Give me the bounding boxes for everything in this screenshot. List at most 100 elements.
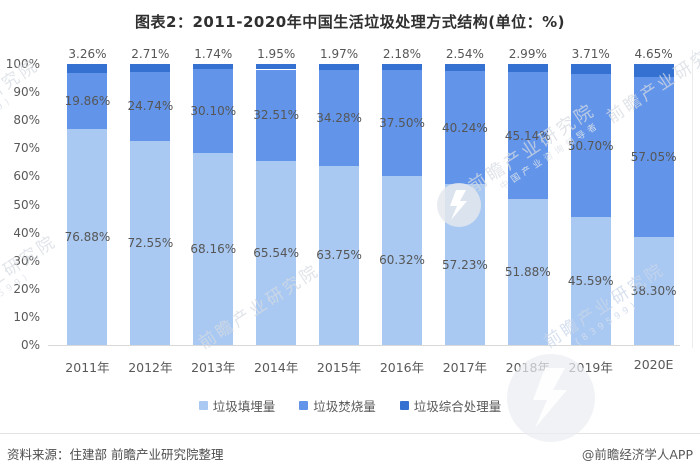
stacked-bar (507, 64, 548, 345)
segment-incineration (507, 72, 548, 200)
value-label-comprehensive: 3.26% (68, 47, 107, 61)
value-label-incineration: 34.28% (316, 110, 362, 125)
segment-landfill (507, 199, 548, 345)
bar-column: 45.59% 50.70% 3.71% (559, 48, 622, 345)
segment-landfill (256, 160, 297, 345)
segment-landfill (633, 237, 674, 345)
segment-landfill (130, 141, 171, 345)
legend-item: 垃圾填埋量 (198, 396, 275, 415)
segment-incineration (319, 69, 360, 166)
x-axis-label: 2018年 (505, 360, 550, 375)
bar-column: 65.54% 32.51% 1.95% (245, 48, 308, 345)
x-axis-label: 2012年 (128, 360, 173, 375)
stacked-bar (319, 64, 360, 345)
y-axis-tick: 10% (13, 309, 40, 324)
legend: 垃圾填埋量 垃圾焚烧量 垃圾综合处理量 (0, 396, 700, 415)
segment-comprehensive (507, 64, 548, 73)
stacked-bar (193, 64, 234, 345)
x-axis-label: 2013年 (191, 360, 236, 375)
segment-landfill (193, 153, 234, 345)
segment-comprehensive (319, 64, 360, 70)
y-axis-tick: 20% (13, 281, 40, 296)
value-label-landfill: 72.55% (127, 236, 174, 251)
stacked-bar (130, 64, 171, 345)
bar-column: 76.88% 19.86% 3.26% (56, 48, 119, 345)
value-label-comprehensive: 2.71% (131, 47, 170, 61)
legend-label: 垃圾焚烧量 (313, 399, 376, 414)
value-label-comprehensive: 2.99% (508, 47, 547, 61)
footer: 资料来源：住建部 前瞻产业研究院整理 @前瞻经济学人APP (0, 444, 700, 463)
stacked-bar (570, 64, 611, 345)
y-axis: 0% 10% 20% 30% 40% 50% 60% 70% 80% 90% 100% (0, 57, 44, 352)
stacked-bar (633, 64, 674, 345)
legend-item: 垃圾综合处理量 (399, 396, 502, 415)
legend-swatch (399, 401, 409, 410)
x-axis-label: 2019年 (568, 360, 613, 375)
x-axis-label: 2016年 (379, 360, 425, 375)
x-axis-label: 2014年 (254, 360, 299, 375)
value-label-comprehensive: 4.65% (634, 47, 673, 61)
value-label-landfill: 60.32% (379, 253, 425, 268)
value-label-landfill: 38.30% (630, 284, 677, 299)
legend-label: 垃圾综合处理量 (413, 399, 502, 414)
value-label-landfill: 65.54% (253, 245, 300, 260)
value-label-landfill: 68.16% (190, 242, 237, 257)
y-axis-tick: 80% (13, 113, 40, 128)
y-axis-tick: 90% (13, 85, 40, 100)
segment-comprehensive (381, 64, 422, 71)
value-label-incineration: 45.14% (504, 128, 551, 143)
x-axis-labels: 2011年 2012年 2013年 2014年 2015年 2016年 2017年 2018年… (56, 357, 685, 376)
y-axis-tick: 30% (13, 253, 40, 268)
segment-comprehensive (256, 64, 297, 70)
segment-comprehensive (130, 64, 171, 72)
bar-column: 38.30% 57.05% 4.65% (622, 48, 685, 345)
chart-title: 图表2：2011-2020年中国生活垃圾处理方式结构(单位：%) (135, 13, 565, 31)
segment-comprehensive (67, 64, 108, 74)
bar-column: 60.32% 37.50% 2.18% (371, 48, 434, 345)
segment-incineration (444, 71, 485, 185)
segment-landfill (570, 216, 611, 345)
stacked-bar (67, 64, 108, 345)
segment-landfill (319, 165, 360, 345)
value-label-incineration: 24.74% (127, 99, 174, 114)
value-label-incineration: 19.86% (64, 94, 111, 109)
y-axis-tick: 60% (13, 169, 40, 184)
legend-swatch (198, 401, 208, 410)
bar-column: 63.75% 34.28% 1.97% (308, 48, 371, 345)
bar-column: 51.88% 45.14% 2.99% (496, 48, 559, 345)
footer-divider (0, 433, 700, 434)
segment-landfill (381, 175, 422, 345)
value-label-incineration: 37.50% (379, 115, 425, 130)
segment-incineration (256, 69, 297, 161)
value-label-incineration: 57.05% (630, 150, 677, 165)
segment-landfill (67, 128, 108, 345)
bar-column: 72.55% 24.74% 2.71% (119, 48, 182, 345)
stacked-bar (256, 64, 297, 345)
segment-incineration (130, 71, 171, 142)
segment-incineration (570, 74, 611, 217)
x-axis-label: 2011年 (65, 360, 110, 375)
y-axis-tick: 0% (20, 338, 40, 352)
segment-incineration (67, 73, 108, 129)
segment-incineration (193, 68, 234, 154)
legend-item: 垃圾焚烧量 (299, 396, 376, 415)
value-label-comprehensive: 1.74% (194, 47, 233, 61)
x-axis-label: 2020E (633, 357, 674, 372)
value-label-landfill: 51.88% (504, 265, 551, 280)
y-axis-tick: 50% (13, 197, 40, 212)
brand-credit: @前瞻经济学人APP (581, 447, 693, 462)
value-label-comprehensive: 2.54% (445, 47, 484, 61)
value-label-comprehensive: 1.97% (320, 47, 359, 61)
stacked-bar (381, 64, 422, 345)
x-axis-line (48, 345, 680, 346)
y-axis-tick: 70% (13, 141, 40, 156)
value-label-comprehensive: 1.95% (257, 47, 296, 61)
y-axis-tick: 100% (5, 57, 40, 71)
value-label-landfill: 63.75% (316, 248, 362, 263)
value-label-incineration: 40.24% (442, 120, 488, 135)
value-label-landfill: 57.23% (442, 257, 488, 272)
x-axis-label: 2017年 (442, 360, 488, 375)
source-note: 资料来源：住建部 前瞻产业研究院整理 (7, 447, 224, 462)
legend-swatch (299, 401, 309, 410)
